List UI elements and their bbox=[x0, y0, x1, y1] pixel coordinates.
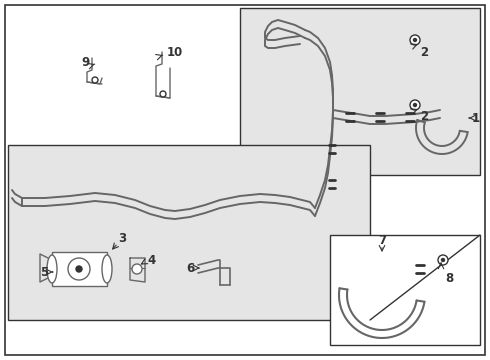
Text: 9: 9 bbox=[81, 55, 89, 68]
Circle shape bbox=[92, 77, 98, 83]
Circle shape bbox=[438, 255, 448, 265]
Circle shape bbox=[414, 39, 416, 41]
Ellipse shape bbox=[47, 255, 57, 283]
Text: 4: 4 bbox=[148, 253, 156, 266]
Bar bbox=[8, 145, 370, 320]
Text: 8: 8 bbox=[445, 271, 453, 284]
Text: 7: 7 bbox=[378, 234, 386, 248]
Text: 2: 2 bbox=[420, 45, 428, 58]
Circle shape bbox=[160, 91, 166, 97]
Bar bbox=[52, 252, 107, 286]
Text: 10: 10 bbox=[167, 45, 183, 58]
Text: 2: 2 bbox=[420, 111, 428, 123]
Circle shape bbox=[68, 258, 90, 280]
Text: 5: 5 bbox=[40, 266, 48, 279]
Text: 3: 3 bbox=[118, 233, 126, 246]
Ellipse shape bbox=[102, 255, 112, 283]
Circle shape bbox=[441, 258, 444, 261]
Bar bbox=[330, 235, 480, 345]
Circle shape bbox=[410, 35, 420, 45]
Circle shape bbox=[410, 100, 420, 110]
Bar bbox=[240, 8, 480, 175]
Text: 6: 6 bbox=[186, 261, 194, 274]
Circle shape bbox=[132, 264, 142, 274]
Circle shape bbox=[414, 104, 416, 107]
Text: 1: 1 bbox=[472, 112, 480, 125]
Circle shape bbox=[76, 266, 82, 272]
